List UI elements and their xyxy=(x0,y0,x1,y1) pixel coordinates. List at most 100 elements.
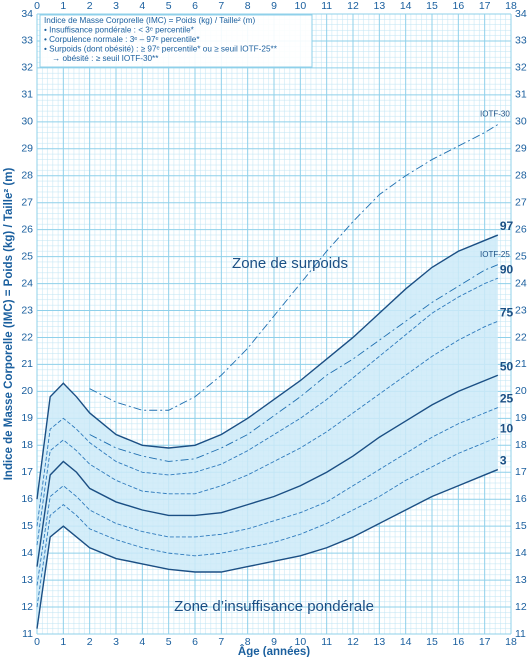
y-tick-label: 11 xyxy=(22,628,33,640)
y-tick-label: 31 xyxy=(21,89,33,101)
y-tick-label: 17 xyxy=(515,466,527,478)
y-tick-label: 25 xyxy=(515,250,527,262)
y-tick-label: 33 xyxy=(21,35,33,47)
y-tick-label: 27 xyxy=(21,196,33,208)
series-label: 10 xyxy=(500,421,514,435)
zone-label: Zone d’insuffisance pondérale xyxy=(174,598,374,615)
x-tick-label: 14 xyxy=(400,636,412,648)
percentile-line xyxy=(89,124,499,411)
x-tick-label: 13 xyxy=(373,0,385,12)
y-tick-label: 18 xyxy=(515,439,527,451)
x-tick-label: 9 xyxy=(271,0,277,12)
legend-box xyxy=(39,14,313,68)
y-tick-label: 32 xyxy=(515,62,527,74)
y-tick-label: 32 xyxy=(21,62,33,74)
band xyxy=(37,235,498,629)
y-tick-label: 12 xyxy=(21,601,33,613)
y-tick-label: 30 xyxy=(21,116,33,128)
x-tick-label: 10 xyxy=(294,636,306,648)
x-tick-label: 15 xyxy=(426,0,438,12)
x-tick-label: 3 xyxy=(113,0,119,12)
percentile-line xyxy=(36,234,499,500)
x-tick-label: 0 xyxy=(34,0,40,12)
x-tick-label: 6 xyxy=(192,0,198,12)
x-tick-label: 7 xyxy=(218,636,224,648)
y-tick-label: 12 xyxy=(515,601,527,613)
x-tick-label: 5 xyxy=(166,0,172,12)
y-tick-label: 16 xyxy=(21,493,33,505)
y-tick-label: 26 xyxy=(21,223,33,235)
x-tick-label: 15 xyxy=(426,636,438,648)
x-tick-label: 8 xyxy=(245,636,251,648)
percentile-line xyxy=(36,407,499,586)
y-tick-label: 13 xyxy=(515,574,527,586)
x-tick-label: 5 xyxy=(166,636,172,648)
x-tick-label: 11 xyxy=(321,0,332,12)
x-tick-label: 11 xyxy=(321,636,332,648)
series-label: 90 xyxy=(500,262,514,276)
y-tick-label: 23 xyxy=(515,304,527,316)
x-tick-label: 4 xyxy=(139,636,145,648)
y-tick-label: 19 xyxy=(21,412,33,424)
y-tick-label: 26 xyxy=(515,223,527,235)
x-tick-label: 1 xyxy=(60,0,66,12)
percentile-line xyxy=(36,277,499,527)
x-tick-label: 4 xyxy=(139,0,145,12)
y-tick-label: 29 xyxy=(515,143,527,155)
percentile-line xyxy=(89,264,499,462)
percentile-line xyxy=(36,374,499,567)
x-tick-label: 0 xyxy=(34,636,40,648)
y-tick-label: 23 xyxy=(21,304,33,316)
x-tick-label: 18 xyxy=(505,636,517,648)
y-tick-label: 16 xyxy=(515,493,527,505)
x-tick-label: 9 xyxy=(271,636,277,648)
y-tick-label: 19 xyxy=(515,412,527,424)
x-tick-label: 2 xyxy=(87,0,93,12)
legend-line: • Corpulence normale : 3ᵉ – 97ᵉ percenti… xyxy=(44,35,200,44)
legend-line: • Insuffisance pondérale : < 3ᵉ percenti… xyxy=(44,26,195,35)
x-tick-label: 17 xyxy=(479,636,491,648)
series-label: 25 xyxy=(500,392,514,406)
x-tick-label: 14 xyxy=(400,0,412,12)
series-label: 97 xyxy=(500,219,514,233)
legend-line: • Surpoids (dont obésité) : ≥ 97ᵉ percen… xyxy=(44,45,278,54)
y-tick-label: 14 xyxy=(515,547,527,559)
x-tick-label: 1 xyxy=(60,636,66,648)
y-tick-label: 13 xyxy=(21,574,33,586)
y-tick-label: 21 xyxy=(21,358,33,370)
y-tick-label: 33 xyxy=(515,35,527,47)
x-tick-label: 10 xyxy=(294,0,306,12)
y-tick-label: 20 xyxy=(515,385,527,397)
y-tick-label: 11 xyxy=(515,628,526,640)
series-label: IOTF-25 xyxy=(480,250,510,259)
y-tick-label: 20 xyxy=(21,385,33,397)
y-tick-label: 27 xyxy=(515,196,527,208)
zone-label: Zone de surpoids xyxy=(232,255,348,272)
x-tick-label: 16 xyxy=(452,636,464,648)
y-tick-label: 24 xyxy=(21,277,33,289)
percentile-line xyxy=(36,468,499,629)
series-label: IOTF-30 xyxy=(480,110,510,119)
y-tick-label: 34 xyxy=(515,8,527,20)
x-tick-label: 7 xyxy=(218,0,224,12)
y-tick-label: 28 xyxy=(21,170,33,182)
x-tick-label: 12 xyxy=(347,636,359,648)
y-tick-label: 15 xyxy=(21,520,33,532)
x-axis-title: Âge (années) xyxy=(238,645,310,657)
y-tick-label: 14 xyxy=(21,547,33,559)
y-tick-label: 30 xyxy=(515,116,527,128)
y-tick-label: 29 xyxy=(21,143,33,155)
legend-line: Indice de Masse Corporelle (IMC) = Poids… xyxy=(44,16,255,25)
x-tick-label: 3 xyxy=(113,636,119,648)
y-tick-label: 25 xyxy=(21,250,33,262)
y-tick-label: 34 xyxy=(21,8,33,20)
legend-line: → obésité : ≥ seuil IOTF-30** xyxy=(52,54,159,63)
x-tick-label: 16 xyxy=(452,0,464,12)
y-axis-title: Indice de Masse Corporelle (IMC) = Poids… xyxy=(3,168,15,481)
series-label: 3 xyxy=(500,454,507,468)
y-tick-label: 22 xyxy=(515,331,527,343)
y-tick-label: 21 xyxy=(515,358,527,370)
y-tick-label: 15 xyxy=(515,520,527,532)
y-tick-label: 18 xyxy=(21,439,33,451)
